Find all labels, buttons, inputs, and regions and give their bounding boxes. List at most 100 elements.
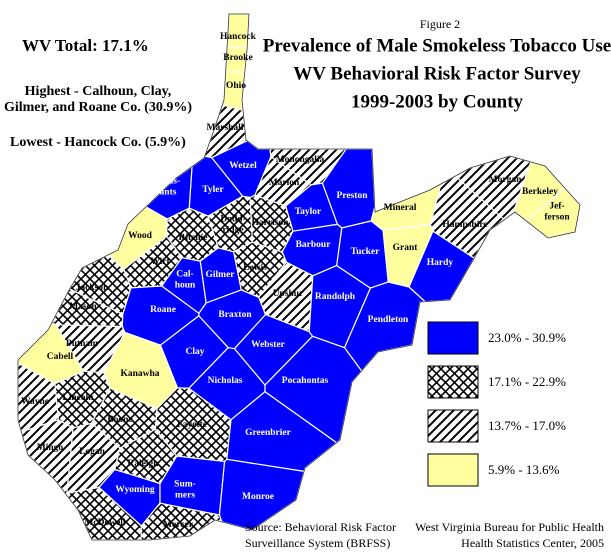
county-label: Harrison xyxy=(252,218,290,228)
county-label: Tyler xyxy=(202,185,224,195)
county-label: Berkeley xyxy=(522,187,558,197)
county-label: Mineral xyxy=(384,203,417,213)
county-label-line: Brooke xyxy=(223,53,252,63)
county-label: Lincoln xyxy=(62,393,94,403)
county-label-line: Raleigh xyxy=(127,459,159,469)
county-label: Wayne xyxy=(21,397,49,407)
county-label-line: Cabell xyxy=(47,352,74,362)
county-label-line: Wayne xyxy=(21,397,49,407)
county-label-line: Putnam xyxy=(66,339,98,349)
legend-swatch xyxy=(427,409,479,443)
county-label: Pleas-ants xyxy=(156,177,180,198)
legend: 23.0% - 30.9% 17.1% - 22.9% 13.7% - 17.0% 5… xyxy=(427,321,566,487)
total: WV Total: 17.1% xyxy=(22,36,149,55)
county-label-line: Webster xyxy=(251,340,286,350)
county-label-line: Tyler xyxy=(202,185,224,195)
county-label-line: Ohio xyxy=(226,81,246,91)
legend-label: 13.7% - 17.0% xyxy=(488,418,566,433)
county-label: Roane xyxy=(150,305,176,315)
county-label-line: Wirt xyxy=(150,257,170,267)
county-label: Logan xyxy=(79,447,106,457)
county-label-line: Harrison xyxy=(252,218,290,228)
county-label: Morgan xyxy=(489,175,522,185)
county-label: Pocahontas xyxy=(282,376,329,386)
county-label-line: Wetzel xyxy=(229,161,257,171)
county-layer xyxy=(17,13,581,541)
state-outline xyxy=(17,13,581,541)
county-label: Mingo xyxy=(37,443,64,453)
county-label: Pendleton xyxy=(368,315,409,325)
county-label: Brooke xyxy=(223,53,252,63)
title-line: Prevalence of Male Smokeless Tobacco Use xyxy=(263,35,611,56)
county-label: Preston xyxy=(337,191,369,201)
county-label-line: Upshur xyxy=(273,289,304,299)
county-label: Putnam xyxy=(66,339,98,349)
county-label: Webster xyxy=(251,340,286,350)
county-label: Tucker xyxy=(351,247,380,257)
highest-line: Highest - Calhoun, Clay, xyxy=(25,84,172,99)
county-label: Hardy xyxy=(427,258,454,268)
county-label: Monongalia xyxy=(276,155,325,165)
agency-line: Health Statistics Center, 2005 xyxy=(461,536,604,550)
county-label-line: Barbour xyxy=(296,240,332,250)
county-label: Upshur xyxy=(273,289,304,299)
county-label-line: Clay xyxy=(186,347,205,357)
legend-swatch xyxy=(427,365,479,399)
county-label-line: Gilmer xyxy=(205,270,235,280)
legend-swatch xyxy=(427,453,479,487)
county-label: Marshall xyxy=(207,123,244,133)
county-label: Mason xyxy=(69,302,97,312)
county-label-line: Jef- xyxy=(549,202,564,212)
county-label: Taylor xyxy=(295,207,322,217)
county-label: Gilmer xyxy=(205,270,235,280)
county-label-line: Mason xyxy=(69,302,97,312)
county-label: Braxton xyxy=(218,310,252,320)
county-label: Wood xyxy=(128,231,152,241)
legend-swatch xyxy=(427,321,479,355)
county-label-line: Hardy xyxy=(427,258,454,268)
county-label-line: Monongalia xyxy=(276,155,325,165)
county-label: McDowell xyxy=(84,518,126,528)
county-label: Hancock xyxy=(220,32,257,42)
county-label: Grant xyxy=(393,243,419,253)
county-label-line: Hampshire xyxy=(442,220,487,230)
county-label: Lewis xyxy=(243,263,267,273)
county-label-line: mers xyxy=(175,491,195,501)
county-label-line: Pocahontas xyxy=(282,376,329,386)
county-label-line: Fayette xyxy=(177,420,207,430)
county-label-line: Pleas- xyxy=(156,177,180,187)
county-label: Jef-ferson xyxy=(544,202,570,223)
county-label: Fayette xyxy=(177,420,207,430)
source-line: Source: Behavioral Risk Factor xyxy=(245,520,396,534)
county-label: Clay xyxy=(186,347,205,357)
county-label-line: Lewis xyxy=(243,263,267,273)
county-label: Wyoming xyxy=(115,485,154,495)
county-label-line: houn xyxy=(175,281,196,291)
county-label-line: McDowell xyxy=(84,518,126,528)
county-label-line: Hancock xyxy=(220,32,257,42)
county-label: Nicholas xyxy=(208,376,243,386)
county-label-line: Wyoming xyxy=(115,485,154,495)
legend-label: 23.0% - 30.9% xyxy=(488,330,566,345)
county-label: Cal-houn xyxy=(175,270,196,291)
county-label: Marion xyxy=(269,178,300,188)
county-label: Boone xyxy=(107,415,132,425)
county-label-line: Marion xyxy=(269,178,300,188)
county-label-line: Berkeley xyxy=(522,187,558,197)
county-label: Wetzel xyxy=(229,161,257,171)
county-label: Randolph xyxy=(315,292,356,302)
county-label: Ritchie xyxy=(178,233,207,243)
label-layer: Hancock Brooke Ohio Marshall Wetzel Monongali… xyxy=(21,32,570,530)
county-label-line: Taylor xyxy=(295,207,322,217)
legend-label: 5.9% - 13.6% xyxy=(488,462,560,477)
county-label: Barbour xyxy=(296,240,332,250)
county-label-line: Boone xyxy=(107,415,132,425)
county-label-line: Mingo xyxy=(37,443,64,453)
county-label: Sum-mers xyxy=(174,480,196,501)
county-label-line: Morgan xyxy=(489,175,522,185)
county-label-line: Randolph xyxy=(315,292,356,302)
county-label-line: Preston xyxy=(337,191,369,201)
county-label-line: Roane xyxy=(150,305,176,315)
county-label-line: ants xyxy=(160,188,177,198)
